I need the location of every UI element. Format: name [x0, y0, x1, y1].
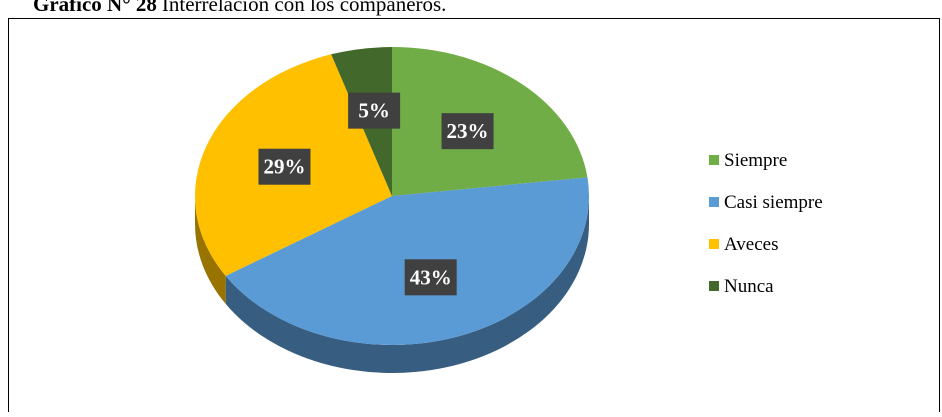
data-label: 23% [447, 119, 489, 143]
legend-swatch [709, 155, 719, 165]
legend-label: Casi siempre [724, 192, 823, 213]
chart-title: Interrelación con los compañeros. [162, 0, 447, 16]
data-label-box [258, 148, 311, 185]
pie-side [225, 196, 589, 373]
pie-side [195, 196, 226, 304]
legend-swatch [709, 239, 719, 249]
data-label: 29% [263, 155, 305, 179]
legend-swatch [709, 197, 719, 207]
legend-label: Siempre [724, 150, 787, 171]
legend-label: Nunca [724, 276, 774, 297]
caption-bg [30, 0, 730, 18]
legend-swatch [709, 281, 719, 291]
legend-label: Aveces [724, 234, 779, 255]
data-label-box [404, 259, 457, 296]
caption: Gráfico N° 28 Interrelación con los compa… [33, 0, 446, 16]
data-label: 43% [410, 265, 452, 289]
figure-label: Gráfico N° 28 [33, 0, 157, 16]
data-label-box [441, 113, 494, 150]
data-label: 5% [358, 99, 390, 123]
data-label-box [348, 92, 401, 129]
